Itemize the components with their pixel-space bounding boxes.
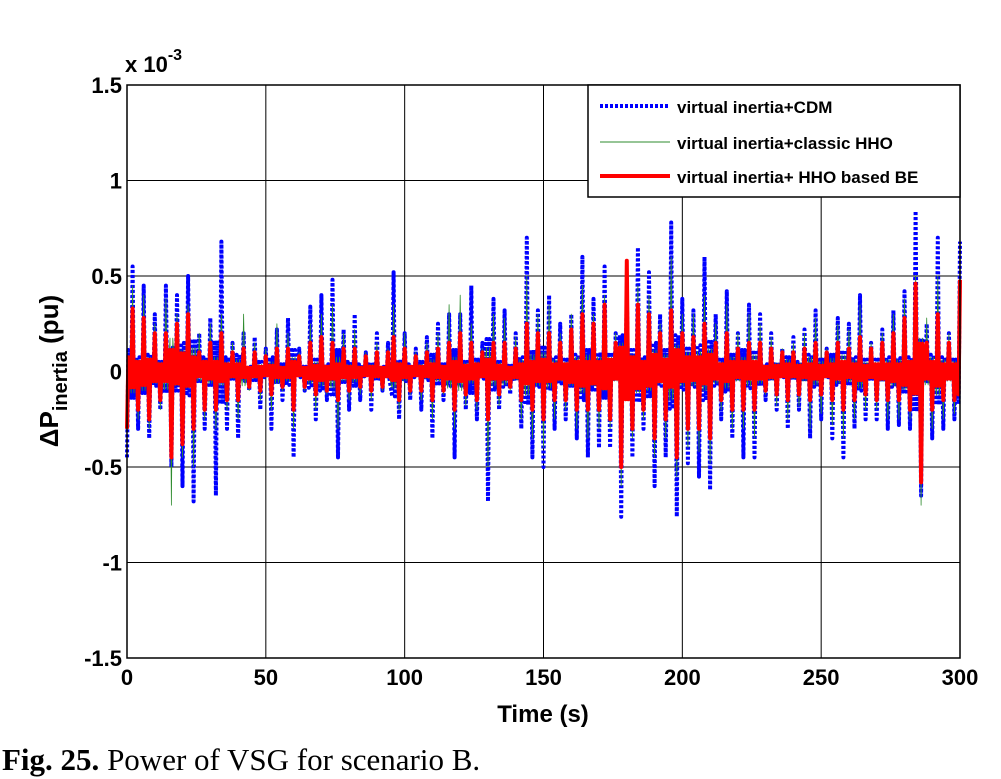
legend-label-cdm: virtual inertia+CDM	[677, 98, 832, 117]
y-tick-label: -1.5	[84, 646, 122, 671]
y-tick-label: -1	[102, 551, 122, 576]
y-axis-label-main: ΔP	[34, 411, 64, 447]
x-tick-label: 50	[254, 665, 278, 690]
y-axis-label-unit: (pu)	[34, 295, 64, 351]
y-multiplier-exponent: -3	[168, 47, 182, 64]
ticks: 0 50 100 150 200 250 300 1.5 1 0.5 0 -0.5 -1 -1.5	[84, 73, 978, 690]
legend-label-classic-hho: virtual inertia+classic HHO	[677, 134, 893, 153]
series-line-1	[126, 256, 961, 506]
x-axis-label: Time (s)	[497, 701, 589, 728]
y-axis-label-subscript: inertia	[50, 350, 72, 411]
figure-caption: Fig. 25. Power of VSG for scenario B.	[2, 742, 480, 778]
x-tick-label: 250	[803, 665, 840, 690]
legend-label-hho-be: virtual inertia+ HHO based BE	[677, 168, 918, 187]
y-tick-label: -0.5	[84, 455, 122, 480]
figure-caption-text: Power of VSG for scenario B.	[99, 742, 481, 777]
plot-frame	[126, 84, 961, 659]
y-tick-label: 1.5	[91, 73, 122, 98]
x-tick-label: 300	[942, 665, 979, 690]
y-multiplier: x 10-3	[125, 47, 182, 77]
y-tick-label: 1	[110, 169, 122, 194]
legend: virtual inertia+CDM virtual inertia+clas…	[587, 84, 961, 198]
x-tick-label: 150	[525, 665, 562, 690]
x-tick-label: 0	[121, 665, 133, 690]
y-tick-label: 0.5	[91, 264, 122, 289]
y-axis-label: ΔPinertia (pu)	[34, 295, 72, 447]
y-multiplier-base: x 10	[125, 52, 168, 77]
series-group	[125, 209, 962, 519]
y-tick-label: 0	[110, 360, 122, 385]
x-tick-label: 100	[386, 665, 423, 690]
figure-caption-label: Fig. 25.	[2, 742, 100, 777]
x-tick-label: 200	[664, 665, 701, 690]
series-line-2	[125, 258, 962, 485]
legend-box	[587, 84, 961, 198]
